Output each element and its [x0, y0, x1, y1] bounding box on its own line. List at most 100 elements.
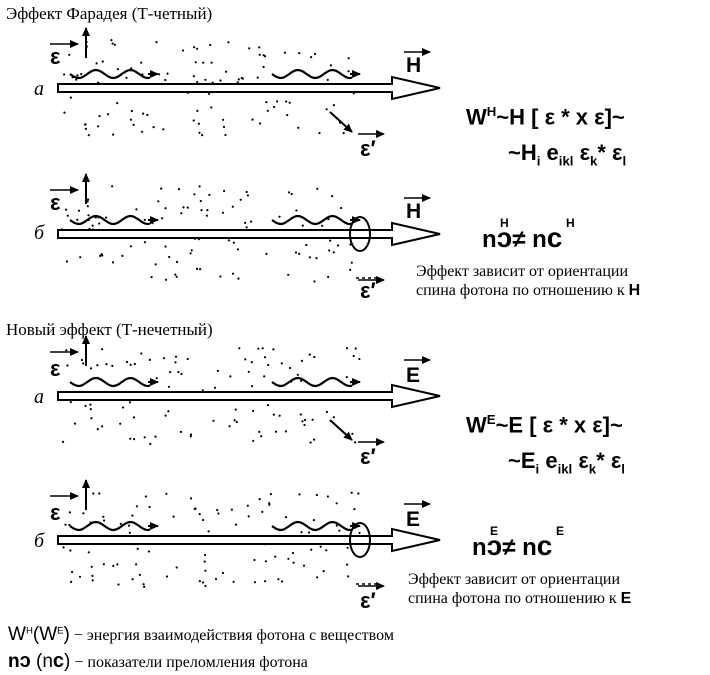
- medium-dot: [308, 256, 311, 259]
- medium-dot: [116, 68, 119, 71]
- medium-dot: [237, 78, 240, 81]
- medium-dot: [315, 257, 318, 260]
- medium-dot: [325, 108, 328, 111]
- spin-loop: [349, 216, 371, 252]
- medium-dot: [181, 49, 185, 52]
- medium-dot: [151, 222, 154, 225]
- medium-dot: [337, 244, 340, 247]
- medium-dot: [296, 373, 299, 376]
- medium-dot: [98, 222, 101, 225]
- medium-dot: [300, 531, 303, 534]
- medium-dot: [311, 418, 314, 421]
- medium-dot: [207, 530, 210, 533]
- medium-dot: [202, 518, 205, 522]
- medium-dot: [200, 209, 203, 212]
- medium-dot: [289, 366, 292, 370]
- medium-dot: [193, 193, 196, 196]
- medium-dot: [117, 583, 120, 586]
- medium-dot: [346, 546, 349, 549]
- medium-dot: [140, 61, 143, 64]
- medium-dot: [196, 109, 199, 112]
- medium-dot: [96, 428, 99, 431]
- polarization-vectors: [50, 27, 431, 590]
- medium-dot: [345, 376, 348, 379]
- medium-dot: [221, 211, 225, 214]
- medium-dot: [143, 436, 146, 439]
- medium-dot: [65, 349, 68, 352]
- field-e-label: E: [406, 364, 421, 387]
- medium-dot: [172, 515, 175, 518]
- medium-dot: [274, 555, 277, 558]
- medium-dot: [76, 218, 79, 221]
- medium-dot: [268, 503, 271, 506]
- medium-dot: [263, 375, 266, 378]
- medium-dot: [155, 377, 158, 380]
- medium-dot: [179, 430, 183, 433]
- photon-wave: [69, 520, 151, 532]
- medium-dot: [201, 134, 204, 137]
- medium-dot: [196, 47, 199, 50]
- medium-dot: [189, 497, 193, 500]
- medium-dots: [60, 39, 361, 589]
- medium-dot: [98, 492, 101, 495]
- medium-dot: [272, 413, 275, 416]
- medium-dot: [148, 358, 151, 361]
- medium-dot: [216, 369, 219, 372]
- medium-dot: [164, 414, 167, 417]
- medium-dot: [143, 585, 146, 589]
- medium-dot: [248, 47, 251, 50]
- medium-dot: [131, 578, 134, 581]
- medium-dot: [251, 385, 254, 388]
- medium-dot: [340, 206, 343, 210]
- medium-dot: [204, 78, 207, 81]
- medium-dot: [316, 576, 319, 579]
- medium-dot: [262, 65, 265, 69]
- medium-dot: [129, 437, 132, 440]
- medium-dot: [149, 442, 152, 445]
- medium-dot: [309, 441, 312, 444]
- medium-dot: [147, 550, 150, 553]
- medium-dot: [152, 126, 155, 129]
- beam-arrow: [57, 527, 441, 553]
- medium-dot: [227, 239, 230, 242]
- medium-dot: [286, 114, 289, 117]
- medium-dot: [281, 580, 284, 583]
- index-sup-left: H: [500, 216, 509, 230]
- medium-dot: [186, 206, 189, 209]
- medium-dot: [80, 358, 83, 362]
- medium-dot: [127, 524, 131, 527]
- medium-dot: [68, 53, 71, 56]
- medium-dot: [198, 513, 201, 516]
- medium-dot: [193, 507, 196, 511]
- medium-dot: [174, 355, 178, 358]
- medium-dot: [105, 216, 108, 219]
- medium-dot: [177, 188, 181, 191]
- medium-dot: [202, 61, 205, 64]
- photon-wave: [69, 68, 151, 80]
- medium-dot: [236, 248, 239, 251]
- medium-dot: [319, 545, 322, 548]
- medium-dot: [326, 78, 329, 81]
- medium-dot: [121, 254, 124, 257]
- medium-dot: [284, 430, 287, 433]
- medium-dot: [222, 118, 225, 121]
- medium-dot: [338, 529, 341, 532]
- medium-dot: [347, 575, 350, 578]
- medium-dot: [298, 493, 301, 496]
- medium-dot: [294, 251, 298, 254]
- medium-dot: [186, 357, 189, 361]
- medium-dot: [325, 549, 328, 552]
- medium-dot: [116, 102, 119, 105]
- medium-dot: [297, 126, 300, 129]
- medium-dot: [161, 217, 164, 220]
- medium-dot: [232, 580, 235, 583]
- medium-dot: [295, 209, 298, 212]
- medium-dot: [165, 575, 169, 578]
- medium-dot: [298, 52, 301, 55]
- medium-dot: [247, 370, 250, 373]
- medium-dot: [140, 352, 143, 355]
- medium-dot: [352, 354, 355, 358]
- medium-dot: [221, 571, 225, 575]
- beam-arrow: [57, 221, 441, 247]
